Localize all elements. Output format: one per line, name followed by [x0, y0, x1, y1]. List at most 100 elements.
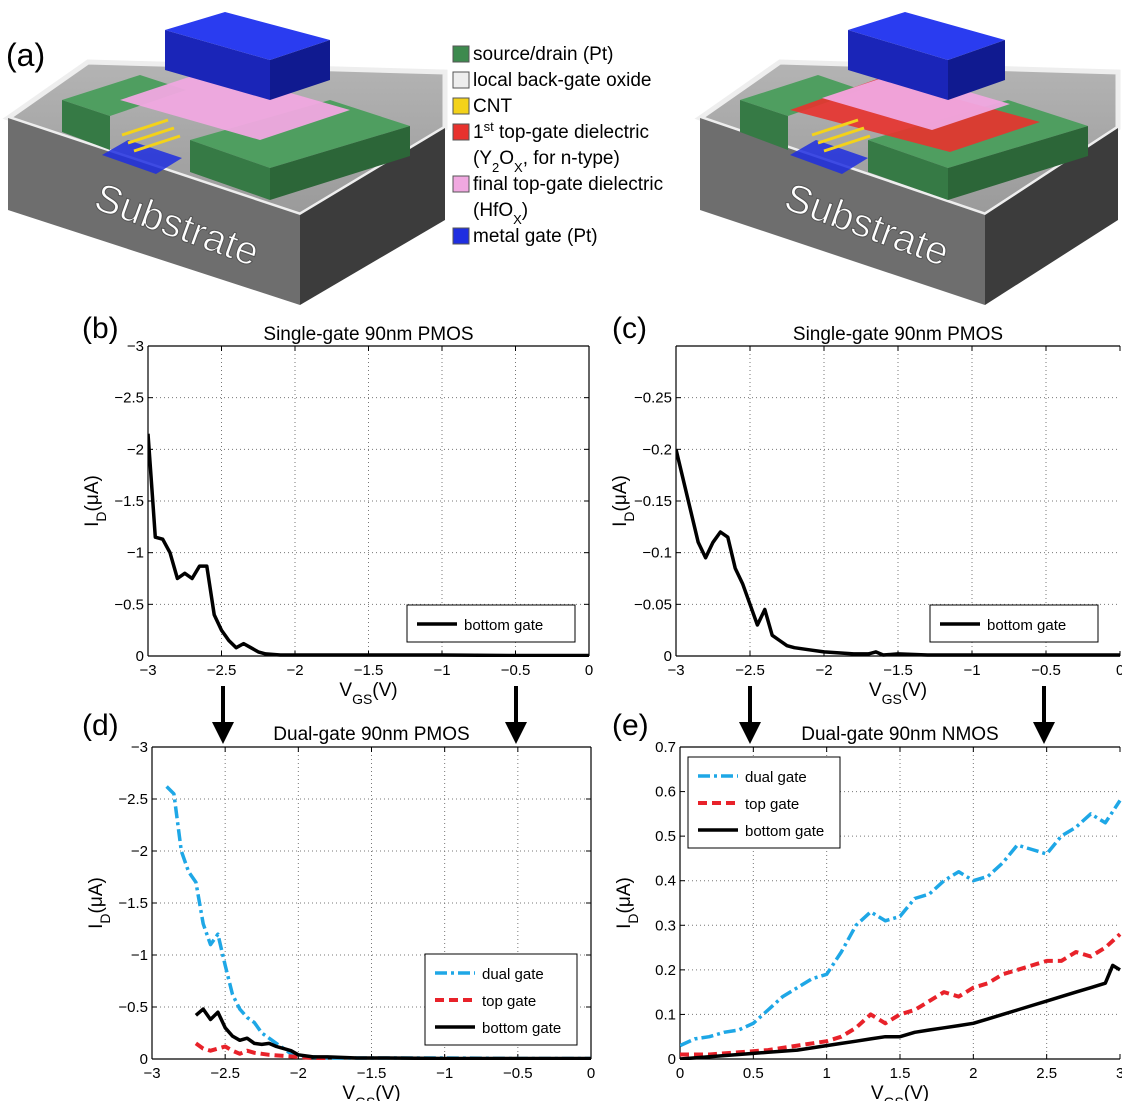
metal-gate-top [165, 12, 330, 60]
x-tick-label: −3 [667, 662, 684, 679]
legend-label: top gate [482, 993, 536, 1010]
panel-a-label: (a) [6, 37, 45, 73]
y-tick-label: 0 [136, 648, 144, 665]
legend-label: dual gate [482, 966, 544, 983]
cnt-3 [823, 134, 871, 153]
y-tick-label: 0 [668, 1051, 676, 1068]
panel-label: (e) [612, 709, 649, 742]
legend-text: metal gate (Pt) [473, 226, 598, 247]
series-line-bottom [680, 963, 1121, 1060]
chart-title: Single-gate 90nm PMOS [793, 324, 1003, 345]
panel-label: (b) [82, 312, 119, 345]
x-tick-label: −3 [143, 1065, 160, 1082]
legend-label: bottom gate [464, 617, 543, 634]
device-schematic-left: Substrate [2, 12, 448, 305]
y-tick-label: −0.05 [634, 596, 672, 613]
source-top [740, 75, 862, 116]
x-tick-label: 3 [1116, 1065, 1122, 1082]
series-group [148, 433, 589, 657]
cnt-3 [133, 134, 181, 153]
y-tick-label: 0.1 [655, 1006, 676, 1023]
device-schematic-right: Substrate [694, 12, 1121, 305]
substrate-right-face [985, 128, 1118, 305]
y-tick-label: 0 [140, 1051, 148, 1068]
chart-legend: dual gate top gate bottom gate [424, 953, 578, 1046]
y-tick-label: −0.2 [642, 441, 672, 458]
x-tick-label: −0.5 [1031, 662, 1061, 679]
y-tick-label: −3 [131, 739, 148, 756]
x-tick-label: 0 [587, 1065, 595, 1082]
back-gate [790, 140, 868, 174]
series-line-bottom [676, 448, 1120, 657]
x-tick-label: 0.5 [743, 1065, 764, 1082]
y-axis-label: ID(μA) [614, 877, 641, 929]
metal-gate-top [848, 12, 1005, 60]
x-axis-label: VGS(V) [871, 1083, 929, 1101]
metal-gate-front [165, 30, 270, 100]
y-tick-label: 0.4 [655, 873, 676, 890]
metal-gate-side [270, 40, 330, 100]
x-tick-label: −2 [286, 662, 303, 679]
x-tick-label: −1 [433, 662, 450, 679]
chart-legend: bottom gate [929, 604, 1099, 643]
y-tick-label: −2 [131, 843, 148, 860]
series-line-top [680, 932, 1122, 1057]
source-side [62, 100, 110, 150]
drain-right [948, 126, 1088, 200]
series-group [676, 448, 1120, 657]
series-line-bottom [194, 1007, 591, 1060]
back-gate [102, 140, 182, 174]
x-tick-label: 2 [969, 1065, 977, 1082]
y-tick-label: −0.25 [634, 390, 672, 407]
panel-label: (c) [612, 312, 647, 345]
x-tick-label: −2 [815, 662, 832, 679]
chart-c: (c) Single-gate 90nm PMOS −3 −2.5 −2 −1.5 −1 −0… [610, 312, 1122, 707]
legend-label: bottom gate [987, 617, 1066, 634]
y-tick-label: −2.5 [118, 791, 148, 808]
y-tick-label: 0.2 [655, 962, 676, 979]
drain-side [190, 140, 270, 200]
y-tick-label: −3 [127, 338, 144, 355]
series-line-dual [165, 785, 591, 1060]
chart-legend: bottom gate [406, 604, 576, 643]
chart-d: (d) Dual-gate 90nm PMOS −3 −2.5 −2 −1.5 −1 −0.5… [82, 709, 595, 1101]
metal-gate-side [948, 40, 1005, 100]
x-tick-label: −1.5 [357, 1065, 387, 1082]
x-tick-label: −0.5 [503, 1065, 533, 1082]
series-group [165, 785, 591, 1060]
chart-title: Dual-gate 90nm PMOS [273, 724, 469, 745]
substrate-left-face [8, 118, 300, 305]
legend-label: dual gate [745, 769, 807, 786]
y-axis-label: ID(μA) [610, 475, 637, 527]
source-top [62, 75, 186, 116]
x-tick-label: −1 [963, 662, 980, 679]
x-tick-label: −1.5 [883, 662, 913, 679]
cnt-2 [817, 126, 865, 145]
legend-label: top gate [745, 796, 799, 813]
x-tick-label: −2.5 [210, 1065, 240, 1082]
cnt-1 [811, 118, 859, 137]
x-tick-label: −2 [290, 1065, 307, 1082]
arrow-down-icon [505, 686, 527, 744]
y-tick-label: −1 [127, 545, 144, 562]
legend-text: local back-gate oxide [473, 70, 652, 91]
metal-gate-front [848, 30, 948, 100]
substrate-left-face [700, 118, 985, 305]
legend-text: (HfOX) [473, 200, 528, 227]
drain-right [270, 126, 410, 200]
chart-title: Single-gate 90nm PMOS [263, 324, 473, 345]
arrows [212, 686, 1055, 744]
legend-text: CNT [473, 96, 512, 117]
pink-swatch-icon [452, 175, 470, 193]
x-tick-label: 1.5 [890, 1065, 911, 1082]
y-tick-label: −0.5 [118, 999, 148, 1016]
legend-text: source/drain (Pt) [473, 44, 613, 65]
arrow-down-icon [739, 686, 761, 744]
x-tick-label: 0 [585, 662, 593, 679]
hfo-dielectric [822, 72, 1010, 130]
x-tick-label: −1.5 [354, 662, 384, 679]
x-tick-label: 2.5 [1036, 1065, 1057, 1082]
blue-swatch-icon [452, 227, 470, 245]
red-swatch-icon [452, 123, 470, 141]
